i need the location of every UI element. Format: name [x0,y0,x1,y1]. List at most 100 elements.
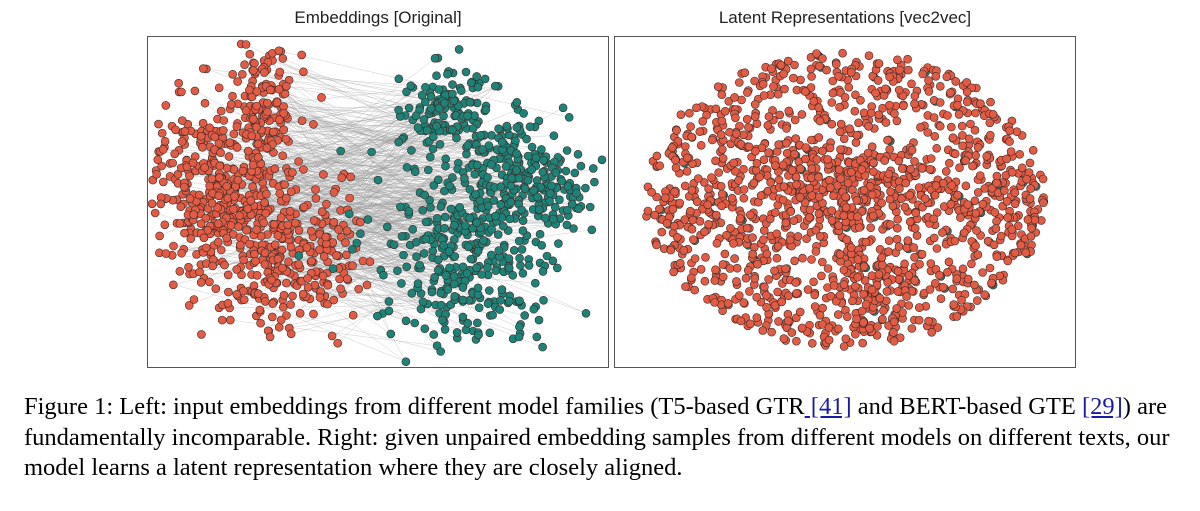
gte-point [520,184,530,193]
gtr-latent-point [1039,198,1048,207]
gtr-latent-point [946,88,955,98]
gtr-latent-point [742,223,752,233]
gtr-point [307,226,316,236]
gte-point [574,204,583,214]
citation-link-29[interactable]: [29] [1081,393,1123,420]
gtr-point [256,231,266,241]
gtr-latent-point [893,287,903,296]
gtr-latent-point [910,276,920,285]
gtr-latent-point [805,213,814,222]
gtr-latent-point [718,154,728,163]
gte-point [534,315,544,325]
gtr-point [180,127,190,136]
gte-point [294,251,304,260]
gtr-latent-point [807,255,816,264]
gte-point [487,225,496,234]
gtr-latent-point [1012,127,1022,136]
gtr-latent-point [949,300,959,309]
gtr-point [219,116,229,125]
gtr-point [252,225,261,234]
gtr-latent-point [971,241,980,250]
gte-point [572,188,581,198]
gtr-latent-point [657,227,667,237]
gtr-point [346,172,355,182]
gtr-latent-point [964,134,974,144]
gtr-latent-point [686,206,695,216]
gtr-point [333,338,342,348]
gte-point [548,256,558,266]
gte-point [422,126,432,135]
gtr-point [177,87,186,97]
gte-point [416,304,426,314]
gte-point [508,271,518,280]
gtr-latent-point [851,282,860,291]
gtr-latent-point [1026,184,1035,193]
gtr-latent-point [1027,223,1036,233]
gtr-point [275,189,285,198]
gtr-latent-point [696,141,706,150]
gtr-latent-point [797,110,807,119]
gtr-latent-point [712,210,721,220]
gtr-point [274,84,284,94]
gtr-latent-point [843,178,853,188]
gtr-point [198,143,207,152]
gtr-latent-point [777,297,786,307]
gte-point [425,152,435,162]
gte-point [517,245,527,254]
gte-point [394,105,403,115]
gtr-latent-point [878,314,887,324]
gtr-point [322,199,331,209]
gtr-latent-point [978,268,987,277]
gte-point [476,131,486,140]
gtr-latent-point [682,167,692,176]
gtr-latent-point [772,229,782,239]
gtr-latent-point [689,235,698,244]
gte-point [411,111,421,121]
gtr-latent-point [1006,147,1016,156]
gtr-point [279,290,289,300]
gtr-latent-point [909,243,919,252]
gtr-latent-point [745,287,754,296]
gtr-latent-point [814,103,824,112]
gtr-latent-point [839,265,849,275]
gtr-latent-point [932,244,942,253]
gtr-latent-point [726,224,735,233]
gtr-point [342,250,351,260]
gtr-latent-point [857,165,867,174]
gtr-latent-point [732,277,741,286]
gtr-latent-point [782,139,791,148]
gtr-latent-point [980,290,990,300]
gtr-point [262,189,271,199]
gte-point [407,146,416,155]
gtr-latent-point [1010,188,1020,197]
gtr-point [252,271,262,280]
gtr-latent-point [778,195,788,205]
gtr-latent-point [792,288,801,298]
gtr-latent-point [764,112,774,121]
gtr-point [232,122,242,131]
gte-point [384,306,394,316]
gte-point [458,295,468,305]
gtr-latent-point [929,113,939,122]
gte-point [483,299,493,309]
gte-point [576,161,586,171]
gtr-latent-point [957,121,967,131]
gtr-latent-point [931,71,941,81]
gte-point [479,236,488,245]
citation-link-41[interactable]: [41] [804,393,852,420]
gtr-point [214,139,224,148]
gtr-latent-point [783,316,793,326]
gtr-latent-point [743,266,753,275]
gtr-point [291,218,300,228]
gtr-latent-point [727,193,737,203]
gtr-point [283,220,293,230]
gtr-point [329,188,339,197]
gtr-latent-point [717,90,727,100]
gtr-latent-point [1005,126,1014,136]
gte-point [408,225,418,234]
gtr-latent-point [784,291,793,301]
gtr-latent-point [834,324,843,334]
embeddings-original-scatter [147,36,609,368]
gtr-latent-point [1028,146,1038,155]
gtr-latent-point [1022,174,1032,184]
